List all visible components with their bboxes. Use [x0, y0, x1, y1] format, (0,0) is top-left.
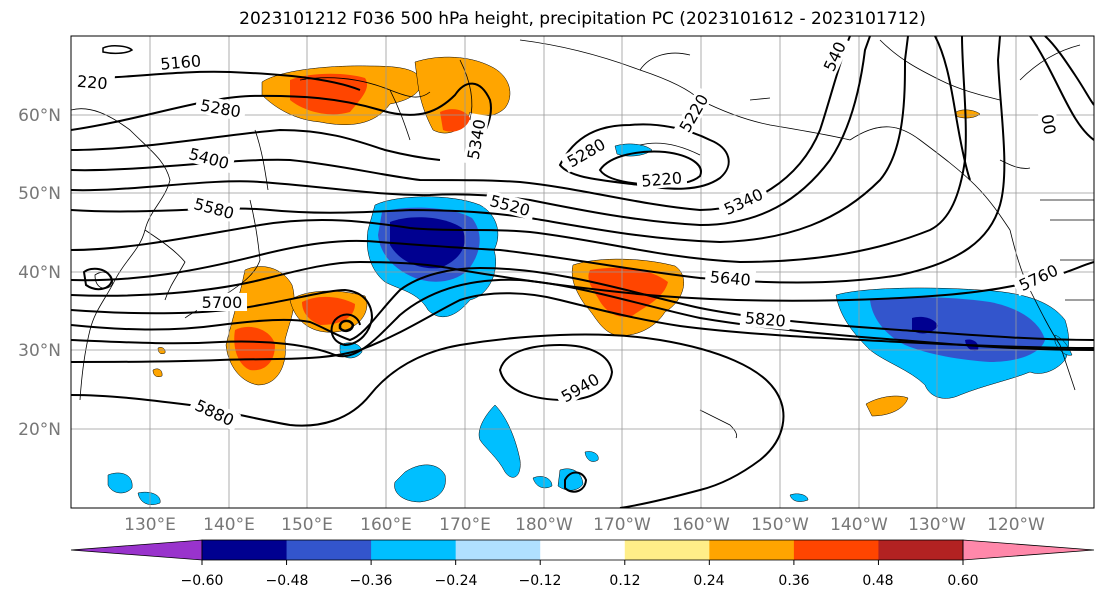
longitude-label: 130°W — [908, 515, 966, 535]
latitude-labels: 60°N 50°N 40°N 30°N 20°N — [18, 106, 61, 440]
colorbar-tick-label: −0.12 — [519, 573, 562, 589]
contour-label: 5640 — [709, 267, 751, 289]
latitude-label: 60°N — [18, 106, 61, 126]
contour-label: 5820 — [744, 308, 786, 330]
precip-positive-area — [955, 109, 981, 119]
longitude-label: 130°E — [124, 515, 176, 535]
precip-negative-area — [394, 464, 446, 503]
colorbar-segment — [878, 540, 964, 560]
contour-label: 220 — [76, 72, 108, 94]
precip-negative-area — [107, 472, 133, 494]
coastlines — [71, 39, 1094, 439]
colorbar-segment — [286, 540, 372, 560]
colorbar-segment — [371, 540, 457, 560]
height-contour — [71, 292, 1094, 363]
colorbar-tick-label: 0.60 — [947, 573, 978, 589]
colorbar-tick-label: −0.36 — [350, 573, 393, 589]
height-contour — [558, 123, 730, 190]
height-contour — [498, 343, 614, 402]
colorbar-segment — [455, 540, 541, 560]
precip-negative-area — [912, 316, 938, 334]
longitude-label: 160°W — [672, 515, 730, 535]
height-contour — [71, 333, 785, 508]
colorbar-segment — [540, 540, 626, 560]
height-contour — [1044, 36, 1094, 106]
colorbar-tick-label: 0.48 — [862, 573, 893, 589]
longitude-labels: 130°E 140°E 150°E 160°E 170°E 180°W 170°… — [124, 515, 1045, 535]
colorbar-extend-high — [962, 539, 1095, 561]
precip-negative-area — [584, 451, 599, 462]
contour-label: 5220 — [641, 168, 683, 190]
height-contour — [82, 267, 114, 291]
height-contour — [934, 36, 971, 181]
contour-label: 5160 — [160, 51, 202, 73]
longitude-label: 140°W — [830, 515, 888, 535]
map-frame — [70, 35, 1095, 509]
map-area: 220 5160 5280 5400 5580 5520 5280 5220 5… — [71, 36, 1094, 508]
longitude-label: 140°E — [203, 515, 255, 535]
height-contour — [598, 150, 702, 186]
colorbar-outline — [201, 539, 964, 561]
colorbar-tick-label: 0.12 — [609, 573, 640, 589]
height-contour — [71, 36, 967, 264]
precip-negative-area — [532, 476, 553, 489]
precip-positive-area — [865, 395, 909, 417]
latitude-label: 40°N — [18, 263, 61, 283]
colorbar-segment — [624, 540, 710, 560]
contour-label: 5700 — [202, 293, 243, 312]
colorbar-tick-label: −0.60 — [181, 573, 224, 589]
longitude-label: 170°W — [593, 515, 651, 535]
longitude-label: 160°E — [360, 515, 412, 535]
longitude-label: 150°W — [751, 515, 809, 535]
height-contour — [564, 471, 588, 493]
precip-positive-area — [152, 368, 163, 377]
colorbar-extend-low — [70, 539, 203, 561]
longitude-label: 150°E — [281, 515, 333, 535]
colorbar: −0.60 −0.48 −0.36 −0.24 −0.12 0.12 0.24 … — [70, 539, 1095, 589]
colorbar-segments — [70, 539, 1095, 561]
colorbar-tick-label: 0.36 — [778, 573, 809, 589]
height-contour — [71, 36, 1006, 284]
colorbar-ticks — [201, 560, 964, 565]
latitude-label: 20°N — [18, 420, 61, 440]
precip-negative-area — [789, 493, 809, 502]
longitude-label: 180°W — [515, 515, 573, 535]
height-contour — [1029, 36, 1094, 141]
precip-negative-area — [478, 404, 521, 478]
precip-positive-area — [290, 73, 368, 115]
height-contour — [71, 128, 441, 161]
height-contour — [71, 36, 909, 244]
gridlines — [71, 36, 1094, 508]
longitude-label: 120°W — [987, 515, 1045, 535]
latitude-label: 50°N — [18, 184, 61, 204]
precip-positive-area — [157, 347, 166, 355]
height-contour — [71, 36, 871, 227]
colorbar-tick-labels: −0.60 −0.48 −0.36 −0.24 −0.12 0.12 0.24 … — [181, 573, 979, 589]
height-contour — [338, 319, 355, 333]
height-contour — [71, 36, 851, 212]
colorbar-tick-label: 0.24 — [693, 573, 724, 589]
height-contour — [71, 266, 1094, 342]
height-contour — [71, 278, 1094, 358]
colorbar-segment — [709, 540, 795, 560]
map-title: 2023101212 F036 500 hPa height, precipit… — [239, 9, 926, 29]
longitude-label: 170°E — [439, 515, 491, 535]
colorbar-segment — [793, 540, 879, 560]
colorbar-tick-label: −0.24 — [435, 573, 478, 589]
colorbar-segment — [202, 540, 288, 560]
contour-label: 00 — [1037, 113, 1059, 136]
latitude-label: 30°N — [18, 341, 61, 361]
precip-positive-area — [302, 296, 355, 325]
colorbar-tick-label: −0.48 — [266, 573, 309, 589]
precip-negative-area — [137, 491, 161, 505]
